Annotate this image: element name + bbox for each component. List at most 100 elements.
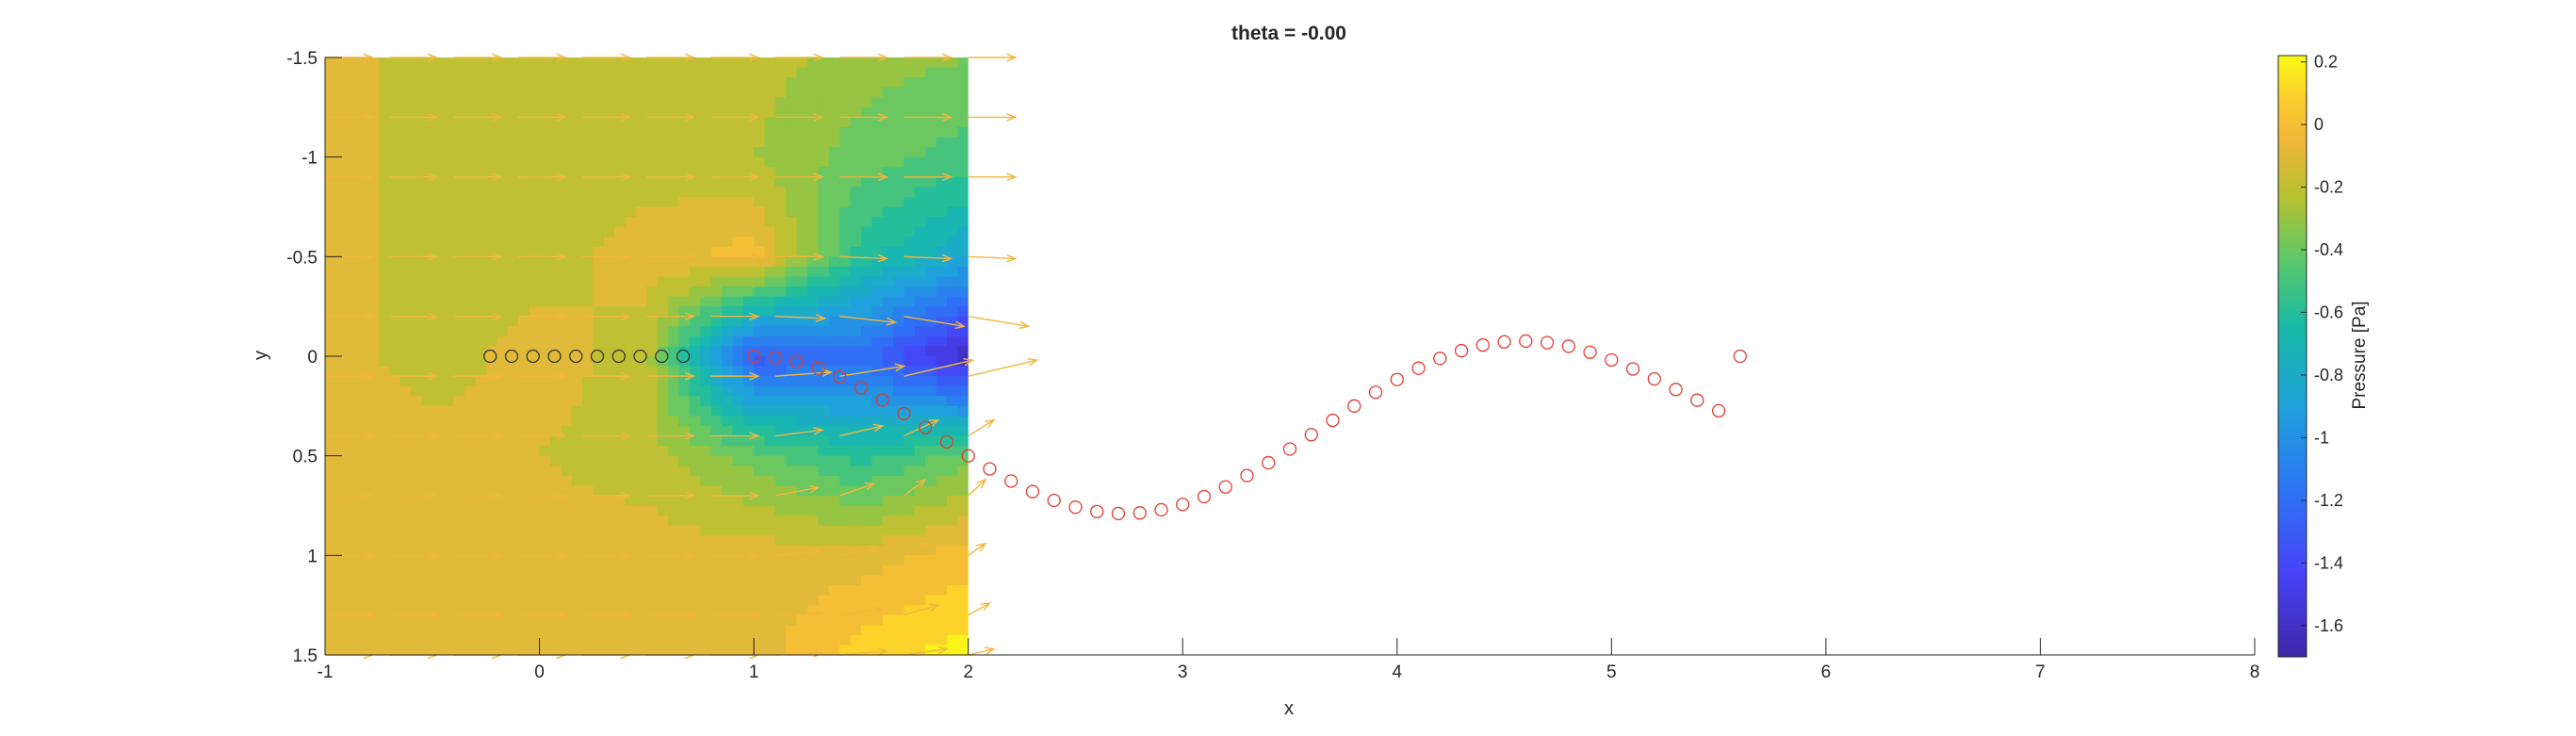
pressure-cell	[411, 545, 422, 556]
pressure-cell	[421, 316, 433, 327]
pressure-cell	[421, 356, 433, 368]
pressure-cell	[614, 645, 627, 655]
pressure-cell	[582, 286, 595, 298]
pressure-cell	[957, 246, 969, 257]
pressure-cell	[357, 595, 369, 606]
pressure-cell	[475, 595, 487, 606]
pressure-cell	[764, 376, 776, 387]
pressure-cell	[389, 435, 401, 447]
pressure-cell	[946, 246, 958, 257]
pressure-cell	[346, 405, 358, 417]
x-tick-label: 6	[1821, 662, 1832, 682]
pressure-cell	[796, 346, 808, 357]
pressure-cell	[914, 106, 926, 118]
pressure-cell	[411, 156, 422, 168]
pressure-cell	[421, 455, 433, 466]
pressure-cell	[840, 435, 852, 447]
pressure-cell	[485, 187, 497, 198]
pressure-cell	[764, 575, 776, 586]
pressure-cell	[475, 266, 487, 278]
pressure-cell	[625, 196, 637, 208]
pressure-cell	[378, 645, 390, 655]
pressure-cell	[549, 57, 562, 69]
pressure-cell	[818, 585, 830, 597]
pressure-cell	[443, 466, 455, 477]
pressure-cell	[872, 634, 884, 646]
pressure-cell	[432, 625, 444, 636]
pressure-cell	[850, 226, 862, 237]
pressure-cell	[432, 446, 444, 457]
pressure-cell	[517, 126, 530, 139]
pressure-cell	[539, 575, 551, 586]
pressure-cell	[325, 196, 336, 208]
pressure-cell	[904, 117, 916, 128]
pressure-cell	[411, 495, 422, 507]
pressure-cell	[946, 645, 958, 655]
pressure-cell	[539, 217, 551, 228]
pressure-cell	[582, 396, 595, 407]
pressure-cell	[635, 525, 647, 536]
pressure-cell	[850, 595, 862, 606]
pressure-cell	[689, 416, 701, 427]
arrow-head	[975, 542, 987, 552]
pressure-cell	[507, 286, 519, 298]
pressure-cell	[914, 196, 926, 208]
pressure-cell	[411, 246, 422, 257]
pressure-cell	[946, 237, 958, 248]
pressure-cell	[946, 97, 958, 108]
pressure-cell	[946, 555, 958, 566]
data-point	[1411, 361, 1426, 375]
pressure-cell	[517, 87, 530, 98]
pressure-cell	[774, 57, 787, 69]
pressure-cell	[378, 256, 390, 268]
pressure-cell	[625, 256, 637, 268]
pressure-cell	[936, 206, 948, 218]
pressure-cell	[840, 306, 852, 318]
pressure-cell	[828, 366, 840, 377]
pressure-cell	[689, 564, 701, 577]
pressure-cell	[860, 495, 872, 507]
pressure-cell	[603, 226, 615, 237]
pressure-cell	[957, 176, 969, 188]
pressure-cell	[325, 266, 336, 278]
pressure-cell	[732, 645, 744, 655]
pressure-cell	[453, 405, 465, 417]
pressure-cell	[485, 77, 497, 89]
pressure-cell	[925, 396, 937, 407]
pressure-cell	[914, 246, 926, 257]
velocity-arrow	[325, 432, 374, 440]
arrow-head	[749, 113, 760, 122]
pressure-cell	[335, 396, 348, 407]
pressure-cell	[807, 187, 819, 198]
pressure-cell	[357, 475, 369, 486]
pressure-cell	[668, 396, 680, 407]
pressure-cell	[635, 595, 647, 606]
pressure-cell	[571, 585, 583, 597]
pressure-cell	[432, 405, 444, 417]
pressure-cell	[443, 425, 455, 437]
pressure-cell	[796, 435, 808, 447]
pressure-cell	[774, 156, 787, 168]
pressure-cell	[325, 495, 336, 507]
pressure-cell	[582, 605, 595, 616]
velocity-arrow	[517, 611, 567, 620]
x-axis-label: x	[1284, 698, 1294, 719]
pressure-cell	[603, 276, 615, 287]
pressure-cell	[721, 246, 733, 257]
pressure-cell	[904, 376, 916, 387]
pressure-cell	[904, 366, 916, 377]
pressure-cell	[946, 126, 958, 139]
pressure-cell	[872, 376, 884, 387]
pressure-cell	[678, 564, 691, 577]
pressure-cell	[411, 555, 422, 566]
pressure-cell	[786, 77, 798, 89]
pressure-cell	[529, 555, 541, 566]
pressure-cell	[818, 495, 830, 507]
pressure-cell	[678, 266, 691, 278]
pressure-cell	[421, 346, 433, 357]
pressure-cell	[399, 256, 412, 268]
pressure-cell	[893, 625, 905, 636]
pressure-cell	[367, 106, 380, 118]
pressure-cell	[635, 564, 647, 577]
pressure-cell	[549, 435, 562, 447]
